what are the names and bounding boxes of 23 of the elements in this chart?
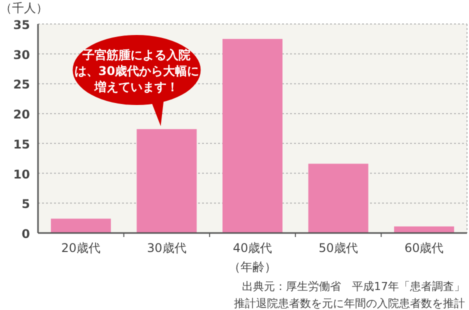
x-tick-label: 40歳代 — [232, 241, 272, 255]
x-tick-label: 50歳代 — [318, 241, 358, 255]
y-tick-label: 5 — [22, 197, 30, 212]
text: 推計退院患者数を元に年間の入院患者数を推計 — [234, 297, 465, 310]
bar — [136, 129, 197, 233]
y-tick-label: 30 — [13, 48, 30, 62]
bar — [222, 38, 282, 233]
y-tick-label: 15 — [13, 137, 30, 152]
bar — [394, 226, 454, 233]
bar — [50, 218, 111, 233]
bar — [308, 164, 368, 233]
text: 出典元：厚生労働省 平成17年「患者調査」 — [242, 280, 465, 293]
y-tick-label: 35 — [13, 18, 30, 32]
y-tick-label: 10 — [13, 167, 30, 182]
y-axis-title: （千人） — [0, 1, 48, 15]
x-tick-label: 20歳代 — [61, 241, 101, 255]
annotation: 子宮筋腫による入院は、30歳代から大幅に増えています！ — [74, 48, 200, 94]
y-tick-label: 25 — [13, 78, 30, 92]
y-tick-label: 0 — [22, 227, 30, 241]
x-axis-title: （年齢） — [228, 260, 276, 274]
x-tick-label: 30歳代 — [147, 241, 186, 255]
y-tick-label: 20 — [13, 108, 30, 122]
x-tick-label: 60歳代 — [404, 241, 444, 255]
